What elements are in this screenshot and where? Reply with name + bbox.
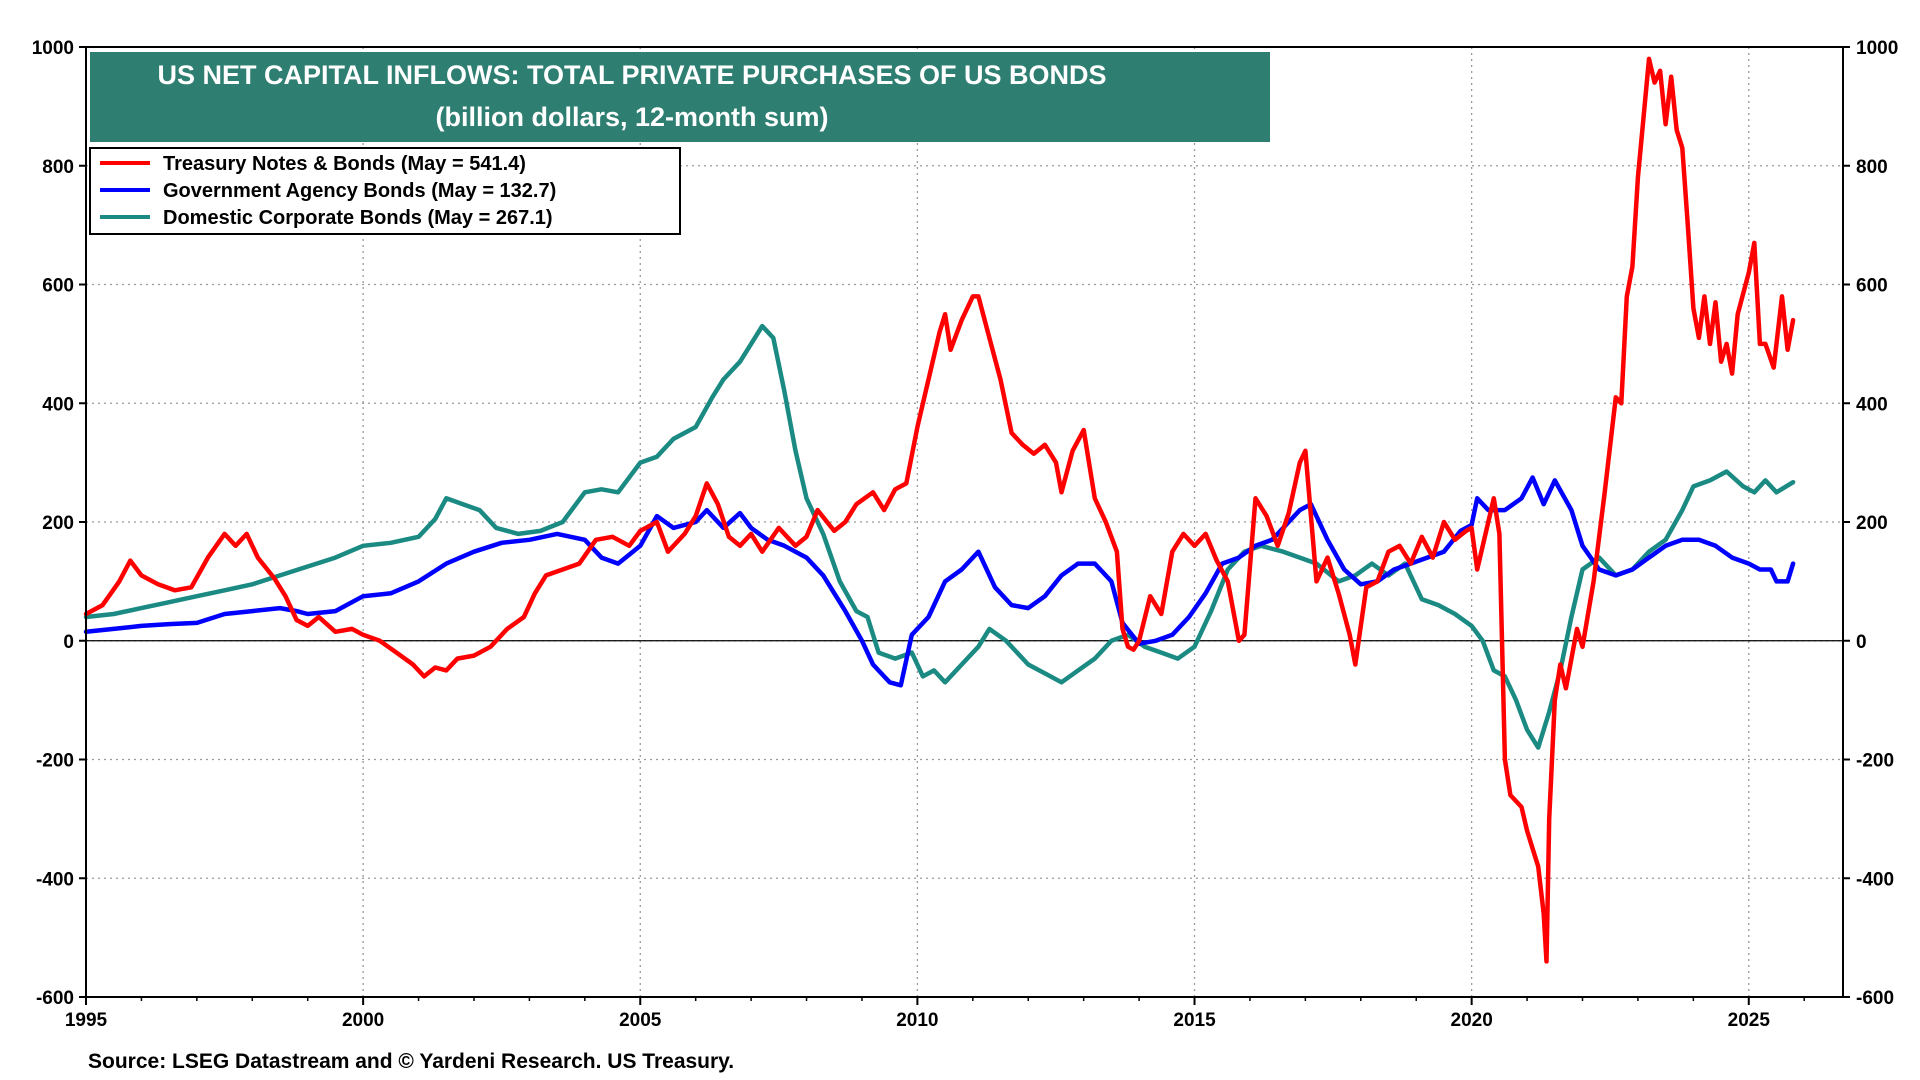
series-layer (83, 56, 1796, 964)
y-tick-label-left: 400 (42, 394, 74, 415)
legend-entry-agency: Government Agency Bonds (May = 132.7) (100, 180, 556, 202)
legend-label-treasury: Treasury Notes & Bonds (May = 541.4) (163, 153, 526, 175)
x-tick-label: 2000 (342, 1010, 384, 1031)
series-agency-line (83, 475, 1796, 688)
axis-ticks: -600 -600 -400 -400 -200 -200 0 0 200 200 400 400 60… (32, 38, 1899, 1031)
y-tick-label-left: -200 (36, 751, 74, 772)
x-tick-label: 2010 (896, 1010, 938, 1031)
y-tick-label-left: 800 (42, 157, 74, 178)
chart-title: US NET CAPITAL INFLOWS: TOTAL PRIVATE PU… (157, 60, 1106, 90)
chart-subtitle: (billion dollars, 12-month sum) (435, 102, 828, 132)
y-tick-label-right: -400 (1856, 869, 1894, 890)
legend-entry-corporate: Domestic Corporate Bonds (May = 267.1) (100, 207, 553, 229)
legend-label-corporate: Domestic Corporate Bonds (May = 267.1) (163, 207, 553, 229)
y-tick-label-right: 0 (1856, 632, 1867, 653)
y-tick-label-right: 200 (1856, 513, 1888, 534)
source-note: Source: LSEG Datastream and © Yardeni Re… (88, 1050, 735, 1073)
y-tick-label-right: 1000 (1856, 38, 1898, 59)
y-tick-label-left: 1000 (32, 38, 74, 59)
y-tick-label-right: 600 (1856, 276, 1888, 297)
y-tick-label-right: -600 (1856, 988, 1894, 1009)
series-treasury-line (83, 56, 1796, 964)
x-tick-label: 2005 (619, 1010, 662, 1031)
x-tick-label: 1995 (65, 1010, 108, 1031)
y-tick-label-left: -400 (36, 869, 74, 890)
y-tick-label-left: 600 (42, 276, 74, 297)
title-box: US NET CAPITAL INFLOWS: TOTAL PRIVATE PU… (90, 52, 1270, 142)
y-tick-label-right: 400 (1856, 394, 1888, 415)
y-tick-label-left: 200 (42, 513, 74, 534)
y-tick-label-right: 800 (1856, 157, 1888, 178)
y-tick-label-right: -200 (1856, 751, 1894, 772)
y-tick-label-left: 0 (63, 632, 74, 653)
x-tick-label: 2020 (1451, 1010, 1493, 1031)
legend: Treasury Notes & Bonds (May = 541.4) Gov… (89, 147, 681, 235)
x-tick-label: 2015 (1173, 1010, 1216, 1031)
legend-entry-treasury: Treasury Notes & Bonds (May = 541.4) (100, 153, 526, 175)
x-tick-label: 2025 (1728, 1010, 1771, 1031)
legend-label-agency: Government Agency Bonds (May = 132.7) (163, 180, 556, 202)
series-corporate-line (83, 323, 1796, 750)
y-tick-label-left: -600 (36, 988, 74, 1009)
